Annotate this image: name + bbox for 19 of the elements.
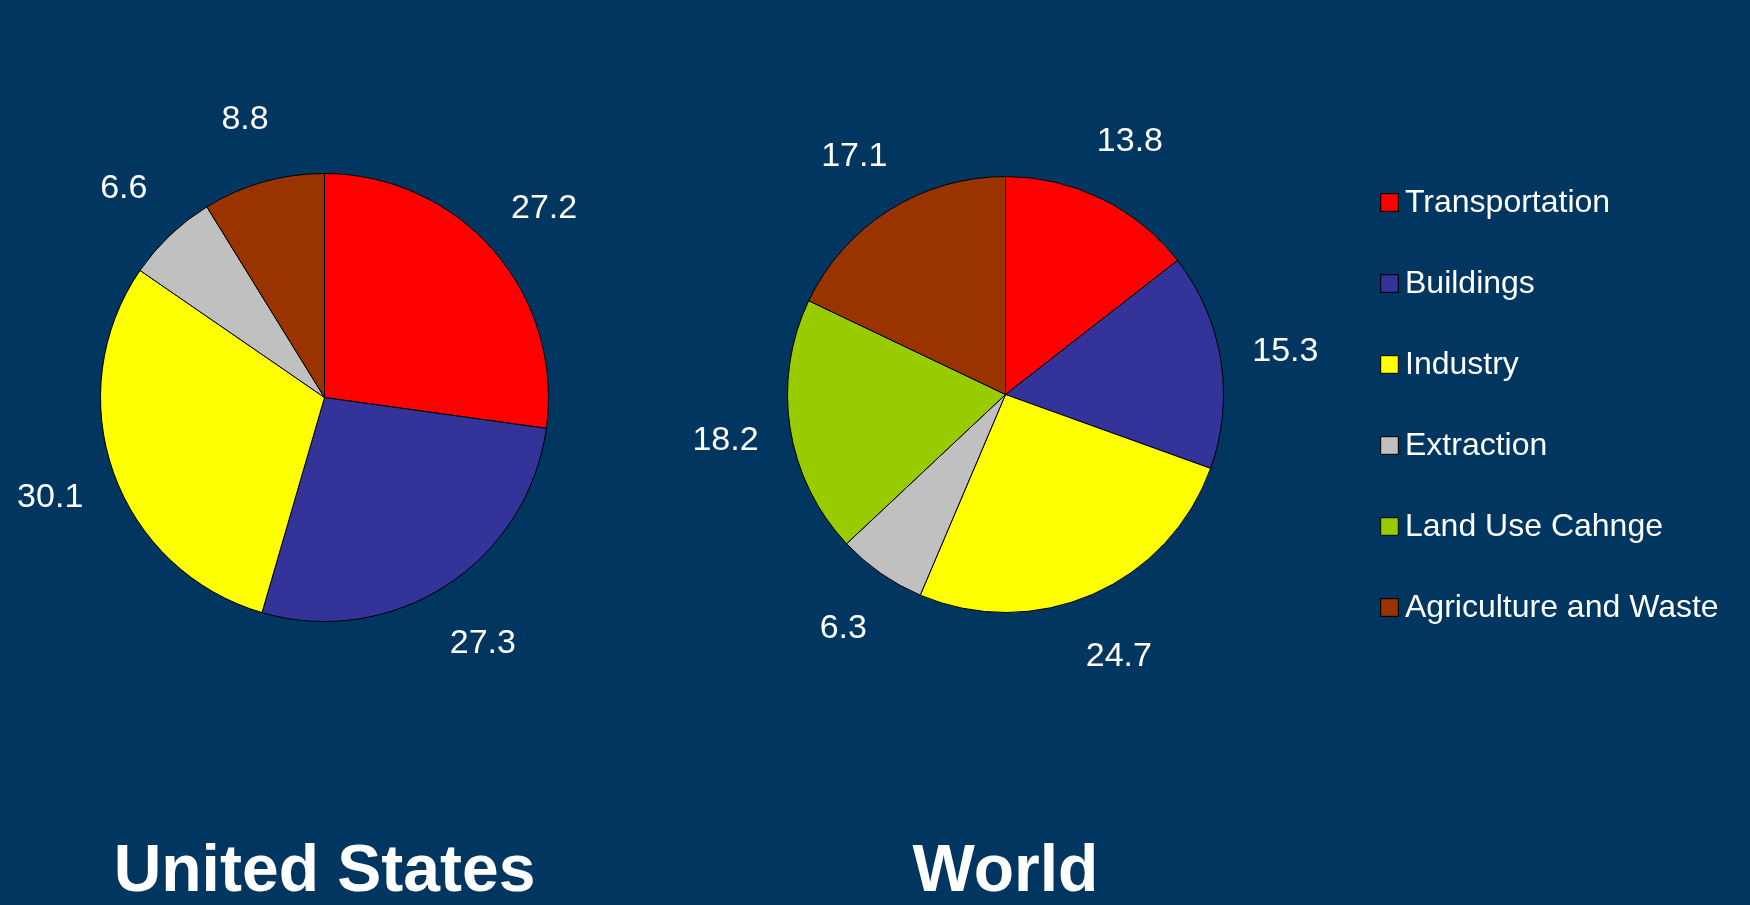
- data-label: 15.3: [1252, 330, 1319, 369]
- slice-label: World: [912, 830, 1099, 905]
- data-label: 13.8: [1096, 120, 1163, 159]
- data-label: 6.6: [100, 166, 148, 205]
- slice-label: United States: [113, 830, 536, 905]
- legend-label: Agriculture and Waste: [1405, 588, 1719, 625]
- data-label: 17.1: [821, 135, 888, 174]
- data-label: 27.3: [449, 622, 516, 661]
- data-label: 18.2: [692, 418, 759, 457]
- legend-label: Buildings: [1405, 264, 1535, 301]
- data-label: 8.8: [221, 97, 269, 136]
- legend-label: Industry: [1405, 345, 1519, 382]
- data-label: 27.2: [511, 186, 578, 225]
- legend-label: Land Use Cahnge: [1405, 507, 1663, 544]
- data-label: 24.7: [1085, 634, 1152, 673]
- data-label: 6.3: [819, 607, 867, 646]
- legend-label: Extraction: [1405, 426, 1548, 463]
- data-label: 30.1: [17, 475, 84, 514]
- legend-label: Transportation: [1405, 183, 1611, 220]
